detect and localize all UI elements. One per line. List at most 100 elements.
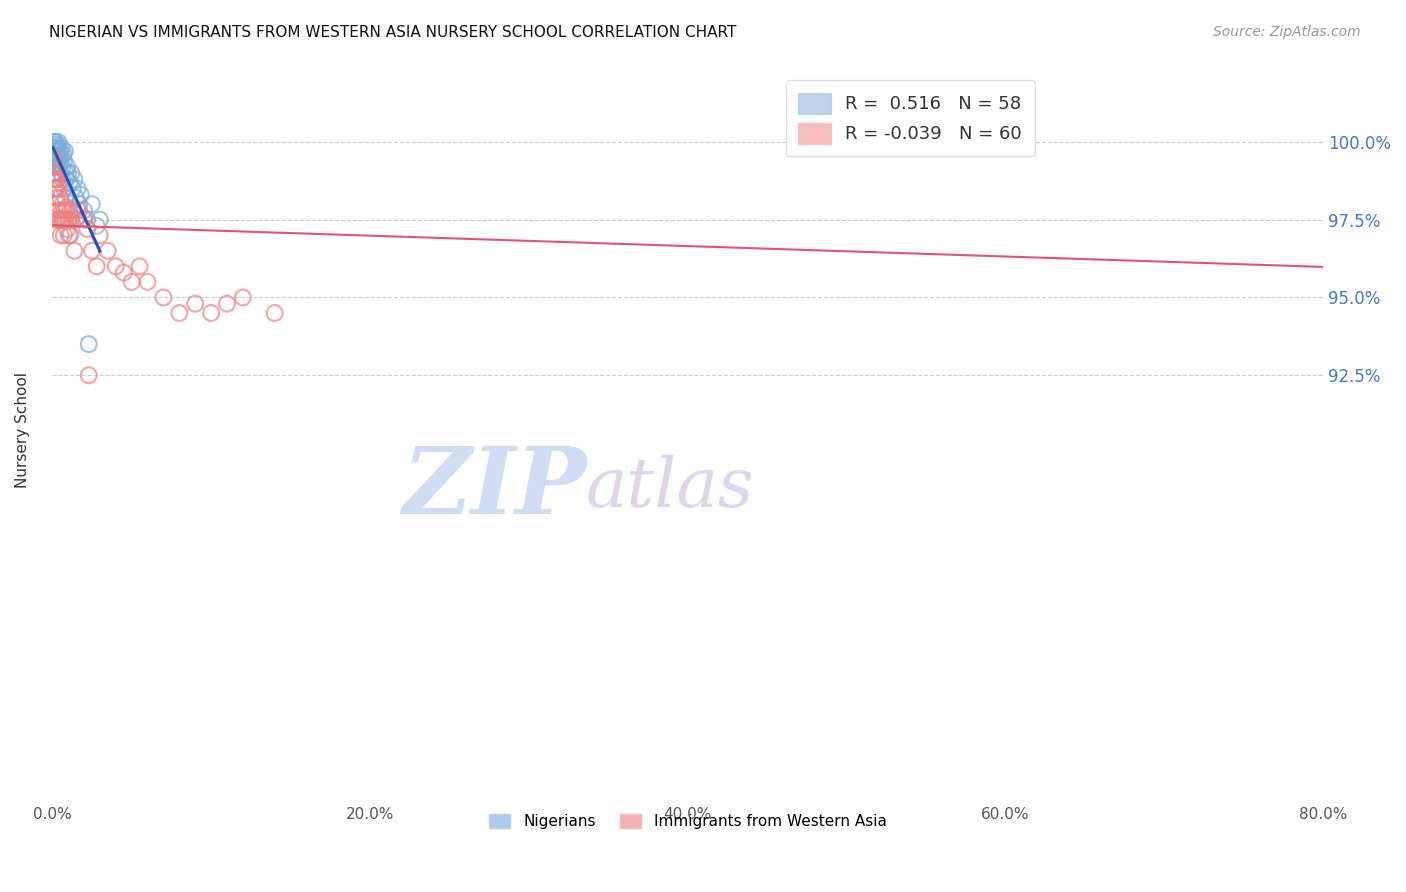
Point bbox=[48, 150, 70, 164]
Point bbox=[55, 166, 77, 180]
Point bbox=[45, 191, 67, 205]
Point bbox=[42, 160, 65, 174]
Point bbox=[112, 266, 135, 280]
Point bbox=[45, 166, 67, 180]
Point bbox=[45, 156, 67, 170]
Point bbox=[42, 150, 65, 164]
Point bbox=[73, 212, 96, 227]
Point bbox=[152, 290, 174, 304]
Point bbox=[53, 145, 76, 159]
Point bbox=[46, 197, 69, 211]
Point bbox=[51, 203, 73, 218]
Point bbox=[77, 368, 100, 383]
Point bbox=[56, 200, 79, 214]
Point bbox=[86, 219, 108, 233]
Point bbox=[44, 145, 66, 159]
Point bbox=[80, 197, 103, 211]
Point bbox=[51, 197, 73, 211]
Point bbox=[44, 160, 66, 174]
Point bbox=[49, 212, 72, 227]
Point bbox=[121, 275, 143, 289]
Point bbox=[89, 212, 111, 227]
Point bbox=[73, 203, 96, 218]
Point bbox=[46, 150, 69, 164]
Point bbox=[46, 135, 69, 149]
Point bbox=[63, 244, 86, 258]
Point bbox=[52, 147, 75, 161]
Point bbox=[46, 145, 69, 159]
Point bbox=[62, 181, 84, 195]
Point bbox=[136, 275, 159, 289]
Point bbox=[232, 290, 254, 304]
Legend: Nigerians, Immigrants from Western Asia: Nigerians, Immigrants from Western Asia bbox=[482, 807, 893, 835]
Point bbox=[58, 228, 80, 243]
Point bbox=[46, 172, 69, 186]
Point bbox=[55, 212, 77, 227]
Point bbox=[65, 212, 87, 227]
Point bbox=[63, 172, 86, 186]
Point bbox=[60, 166, 83, 180]
Point bbox=[169, 306, 191, 320]
Y-axis label: Nursery School: Nursery School bbox=[15, 372, 30, 488]
Point bbox=[45, 181, 67, 195]
Point bbox=[48, 203, 70, 218]
Point bbox=[97, 244, 120, 258]
Point bbox=[49, 228, 72, 243]
Point bbox=[76, 222, 98, 236]
Point bbox=[42, 153, 65, 168]
Point bbox=[67, 203, 90, 218]
Text: Source: ZipAtlas.com: Source: ZipAtlas.com bbox=[1213, 25, 1361, 39]
Point bbox=[46, 212, 69, 227]
Point bbox=[42, 147, 65, 161]
Point bbox=[80, 244, 103, 258]
Point bbox=[45, 145, 67, 159]
Point bbox=[86, 260, 108, 274]
Point bbox=[44, 138, 66, 153]
Point bbox=[49, 156, 72, 170]
Point bbox=[44, 147, 66, 161]
Point bbox=[49, 150, 72, 164]
Point bbox=[44, 135, 66, 149]
Point bbox=[51, 160, 73, 174]
Point bbox=[45, 181, 67, 195]
Point bbox=[42, 135, 65, 149]
Point bbox=[45, 150, 67, 164]
Point bbox=[994, 135, 1017, 149]
Point bbox=[53, 212, 76, 227]
Point bbox=[263, 306, 285, 320]
Point bbox=[51, 212, 73, 227]
Point bbox=[48, 147, 70, 161]
Point bbox=[44, 181, 66, 195]
Point bbox=[200, 306, 222, 320]
Point bbox=[46, 141, 69, 155]
Point bbox=[42, 141, 65, 155]
Point bbox=[48, 138, 70, 153]
Point bbox=[45, 150, 67, 164]
Point bbox=[52, 228, 75, 243]
Point bbox=[76, 212, 98, 227]
Text: ZIP: ZIP bbox=[402, 443, 586, 533]
Point bbox=[48, 181, 70, 195]
Point bbox=[44, 172, 66, 186]
Point bbox=[48, 160, 70, 174]
Point bbox=[215, 296, 238, 310]
Point bbox=[58, 212, 80, 227]
Text: NIGERIAN VS IMMIGRANTS FROM WESTERN ASIA NURSERY SCHOOL CORRELATION CHART: NIGERIAN VS IMMIGRANTS FROM WESTERN ASIA… bbox=[49, 25, 737, 40]
Point bbox=[44, 141, 66, 155]
Point bbox=[52, 181, 75, 195]
Point bbox=[55, 191, 77, 205]
Point bbox=[56, 212, 79, 227]
Point bbox=[51, 141, 73, 155]
Point bbox=[59, 175, 82, 189]
Point bbox=[49, 191, 72, 205]
Point bbox=[48, 212, 70, 227]
Point bbox=[89, 228, 111, 243]
Point bbox=[69, 187, 91, 202]
Point bbox=[62, 203, 84, 218]
Point bbox=[66, 181, 89, 195]
Point bbox=[52, 212, 75, 227]
Point bbox=[55, 172, 77, 186]
Point bbox=[59, 203, 82, 218]
Point bbox=[42, 166, 65, 180]
Point bbox=[65, 191, 87, 205]
